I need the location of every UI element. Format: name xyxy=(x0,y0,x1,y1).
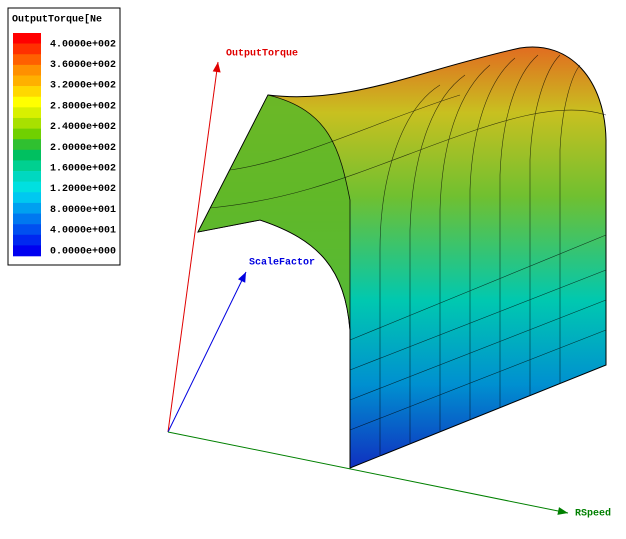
colorbar-tick-label: 4.0000e+002 xyxy=(50,39,116,50)
color-swatch xyxy=(13,213,41,225)
colorbar-tick-label: 2.0000e+002 xyxy=(50,143,116,154)
colorbar-tick-label: 3.2000e+002 xyxy=(50,81,116,92)
colorbar-tick-label: 1.2000e+002 xyxy=(50,184,116,195)
axis-arrow xyxy=(238,272,246,283)
surface xyxy=(197,46,607,469)
axis-label: ScaleFactor xyxy=(249,257,315,269)
color-swatch xyxy=(13,54,41,66)
color-swatch xyxy=(13,96,41,108)
axis-line xyxy=(167,271,247,433)
color-swatch xyxy=(13,224,41,236)
colorbar-tick-label: 0.0000e+000 xyxy=(50,246,116,257)
axis-line xyxy=(167,431,569,514)
color-swatch xyxy=(13,117,41,129)
color-swatch xyxy=(13,181,41,193)
color-swatch xyxy=(13,171,41,182)
colorbar-tick-label: 4.0000e+001 xyxy=(50,226,116,237)
color-swatch xyxy=(13,202,41,214)
color-swatch xyxy=(13,43,41,55)
color-swatch xyxy=(13,234,41,246)
color-swatch xyxy=(13,64,41,76)
color-swatch xyxy=(13,149,41,161)
axis-line xyxy=(167,61,219,433)
color-swatch xyxy=(13,33,41,44)
color-swatch xyxy=(13,75,41,87)
color-swatch xyxy=(13,245,41,257)
color-swatch xyxy=(13,139,41,151)
color-swatch xyxy=(13,128,41,140)
color-swatch xyxy=(13,192,41,204)
axis-arrow xyxy=(557,507,568,515)
colorbar-tick-label: 3.6000e+002 xyxy=(50,60,116,71)
axis-label: OutputTorque xyxy=(226,49,298,60)
colorbar-tick-label: 1.6000e+002 xyxy=(50,164,116,175)
axis-arrow xyxy=(212,62,221,73)
colorbar-tick-label: 2.4000e+002 xyxy=(50,122,116,133)
color-swatch xyxy=(13,86,41,98)
color-swatch xyxy=(13,160,41,172)
axis-label: RSpeed xyxy=(575,508,611,520)
colorbar-tick-label: 8.0000e+001 xyxy=(50,205,116,216)
colorbar-tick-label: 2.8000e+002 xyxy=(50,101,116,112)
legend-title: OutputTorque[Ne xyxy=(12,14,102,26)
color-swatch xyxy=(13,107,41,119)
